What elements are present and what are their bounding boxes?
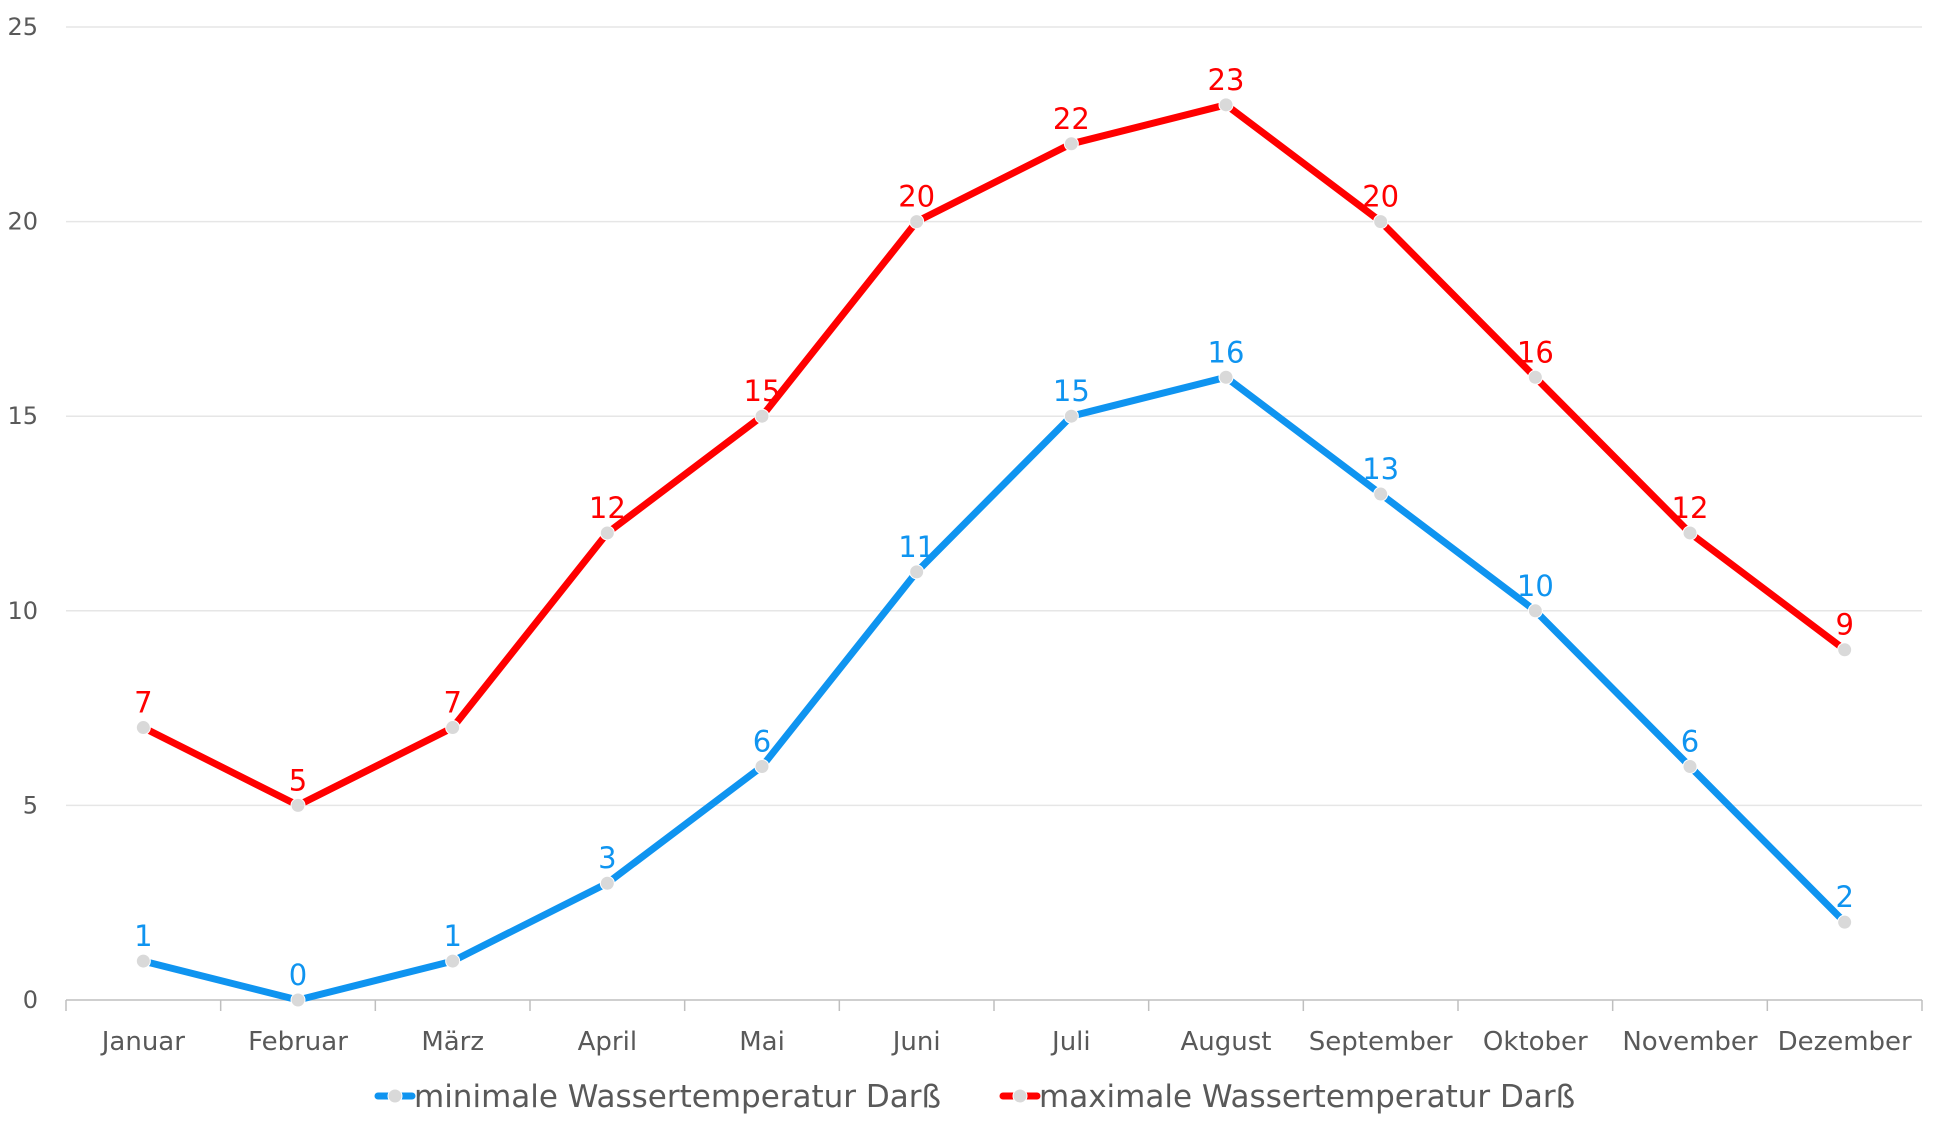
data-point-marker — [1682, 758, 1698, 774]
legend-label: maximale Wassertemperatur Darß — [1039, 1079, 1575, 1115]
data-label: 22 — [1053, 102, 1090, 136]
legend-swatch-marker — [1012, 1088, 1028, 1104]
gridlines — [66, 26, 1922, 807]
data-label: 3 — [598, 841, 616, 875]
y-tick-label: 0 — [23, 986, 38, 1014]
data-point-marker — [1063, 408, 1079, 424]
x-tick-label: November — [1622, 1027, 1758, 1057]
data-label: 20 — [898, 180, 935, 214]
data-point-marker — [909, 564, 925, 580]
legend-item-2: maximale Wassertemperatur Darß — [999, 1079, 1575, 1115]
legend-swatch-marker — [387, 1088, 403, 1104]
data-label: 10 — [1517, 569, 1554, 603]
x-tick-label: Mai — [739, 1027, 785, 1057]
data-label: 1 — [443, 919, 461, 953]
x-tick-label: Juni — [891, 1027, 941, 1057]
data-point-marker — [1527, 369, 1543, 385]
data-label: 16 — [1517, 335, 1554, 369]
data-point-marker — [1837, 914, 1853, 930]
legend: minimale Wassertemperatur Darß maximale W… — [374, 1079, 1575, 1115]
data-label: 15 — [744, 374, 781, 408]
data-point-marker — [1837, 642, 1853, 658]
data-label: 1 — [134, 919, 152, 953]
data-label: 15 — [1053, 374, 1090, 408]
x-tick-label: März — [421, 1027, 484, 1057]
data-label: 0 — [289, 958, 307, 992]
data-label: 12 — [1672, 491, 1709, 525]
data-label: 11 — [898, 530, 935, 564]
data-point-marker — [445, 720, 461, 736]
y-tick-label: 15 — [7, 402, 38, 430]
data-point-marker — [290, 797, 306, 813]
data-point-marker — [290, 992, 306, 1008]
x-tick-label: Februar — [248, 1027, 348, 1057]
y-tick-label: 10 — [7, 597, 38, 625]
data-label: 9 — [1835, 608, 1853, 642]
x-tick-label: September — [1309, 1027, 1453, 1057]
legend-label: minimale Wassertemperatur Darß — [414, 1079, 941, 1115]
series-markers — [135, 97, 1853, 1008]
data-point-marker — [1373, 486, 1389, 502]
data-label: 6 — [1681, 724, 1699, 758]
data-label: 5 — [289, 763, 307, 797]
data-point-marker — [135, 953, 151, 969]
data-point-marker — [445, 953, 461, 969]
data-point-marker — [1527, 603, 1543, 619]
series-lines — [139, 101, 1849, 1004]
x-tick-label: Oktober — [1483, 1027, 1588, 1057]
data-point-marker — [135, 720, 151, 736]
data-point-marker — [1218, 97, 1234, 113]
legend-item-1: minimale Wassertemperatur Darß — [374, 1079, 941, 1115]
data-point-marker — [1682, 525, 1698, 541]
data-label: 6 — [753, 724, 771, 758]
series-line-1 — [139, 373, 1849, 1004]
y-tick-label: 25 — [7, 13, 38, 41]
y-tick-label: 20 — [7, 208, 38, 236]
data-label: 13 — [1362, 452, 1399, 486]
data-point-marker — [1218, 369, 1234, 385]
data-label: 12 — [589, 491, 626, 525]
data-point-marker — [599, 525, 615, 541]
x-tick-label: Januar — [100, 1027, 185, 1057]
x-tick-label: Juli — [1050, 1027, 1091, 1057]
data-label: 7 — [443, 686, 461, 720]
x-tick-label: August — [1181, 1027, 1272, 1057]
data-point-marker — [599, 875, 615, 891]
data-point-marker — [1373, 214, 1389, 230]
series-line-2 — [139, 101, 1849, 809]
data-label: 16 — [1208, 335, 1245, 369]
x-tick-label: Dezember — [1778, 1027, 1912, 1057]
y-tick-label: 5 — [23, 791, 38, 819]
data-label: 20 — [1362, 180, 1399, 214]
data-label: 23 — [1208, 63, 1245, 97]
data-point-marker — [1063, 136, 1079, 152]
data-point-marker — [754, 758, 770, 774]
data-point-marker — [754, 408, 770, 424]
data-point-marker — [909, 214, 925, 230]
x-tick-label: April — [578, 1027, 637, 1057]
data-label: 7 — [134, 686, 152, 720]
data-label: 2 — [1835, 880, 1853, 914]
